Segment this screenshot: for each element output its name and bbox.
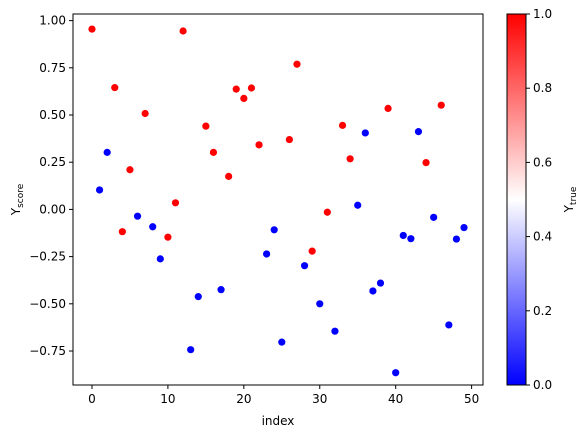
data-point-48 — [452, 235, 461, 243]
data-point-39 — [384, 104, 392, 112]
data-point-8 — [149, 223, 157, 231]
data-point-4 — [118, 228, 126, 236]
data-point-17 — [217, 286, 225, 294]
y-tick-label-7: 1.00 — [39, 14, 66, 28]
colorbar-tick-label-4: 0.8 — [533, 81, 552, 95]
x-tick-label-10: 10 — [160, 392, 175, 406]
data-point-1 — [95, 186, 104, 194]
data-point-42 — [407, 235, 415, 243]
plot-frame — [72, 13, 484, 386]
x-tick-label-40: 40 — [388, 392, 403, 406]
y-axis-label-subscript: score — [16, 183, 26, 208]
x-axis-label: index — [262, 414, 295, 428]
data-point-33 — [338, 121, 347, 129]
x-tick-label-20: 20 — [236, 392, 251, 406]
y-tick-label-0: −0.75 — [29, 344, 66, 358]
data-point-29 — [308, 247, 316, 255]
data-point-13 — [187, 346, 195, 354]
data-point-36 — [361, 129, 369, 137]
data-point-3 — [111, 84, 119, 92]
data-point-15 — [202, 122, 210, 130]
data-point-23 — [263, 250, 271, 258]
data-point-40 — [392, 369, 400, 377]
data-point-10 — [164, 233, 172, 241]
colorbar-tick-label-1: 0.2 — [533, 304, 552, 318]
data-point-12 — [179, 27, 187, 35]
colorbar-label-subscript: true — [569, 186, 579, 205]
y-axis: −0.75 −0.50 −0.25 0.00 0.25 0.50 0.75 1.00 — [29, 14, 73, 358]
y-tick-label-5: 0.50 — [39, 108, 66, 122]
data-point-34 — [346, 155, 354, 163]
data-point-32 — [331, 327, 339, 335]
data-point-46 — [437, 101, 445, 109]
data-point-18 — [225, 172, 233, 180]
y-tick-label-3: 0.00 — [39, 202, 66, 216]
data-point-49 — [460, 223, 468, 232]
data-point-27 — [293, 60, 301, 68]
data-point-28 — [300, 262, 309, 270]
data-point-44 — [422, 158, 430, 167]
colorbar-gradient — [506, 13, 527, 386]
colorbar-label: Ytrue — [562, 186, 579, 213]
data-point-47 — [445, 321, 453, 329]
colorbar-ticks: 0.0 0.2 0.4 0.6 0.8 1.0 — [526, 7, 552, 392]
plot-area — [72, 13, 484, 386]
x-tick-label-0: 0 — [88, 392, 96, 406]
x-tick-label-30: 30 — [312, 392, 327, 406]
data-point-43 — [414, 128, 423, 136]
data-point-2 — [103, 148, 111, 156]
y-axis-label: Yscore — [9, 183, 26, 216]
x-tick-label-50: 50 — [464, 392, 479, 406]
colorbar-tick-label-0: 0.0 — [533, 378, 552, 392]
data-point-14 — [194, 293, 202, 301]
data-point-19 — [232, 85, 240, 93]
data-point-24 — [270, 226, 278, 234]
data-point-6 — [133, 212, 142, 220]
y-tick-label-2: −0.25 — [29, 250, 66, 264]
data-points — [88, 25, 468, 377]
data-point-37 — [369, 287, 377, 295]
data-point-21 — [247, 84, 256, 92]
data-point-16 — [209, 148, 218, 156]
data-point-38 — [376, 279, 385, 287]
data-point-26 — [285, 135, 293, 144]
colorbar-tick-label-5: 1.0 — [533, 7, 552, 21]
y-axis-label-main: Y — [9, 207, 23, 216]
data-point-7 — [141, 109, 149, 118]
data-point-9 — [156, 255, 164, 263]
data-point-11 — [171, 199, 180, 207]
colorbar: 0.0 0.2 0.4 0.6 0.8 1.0 Ytrue — [506, 7, 579, 392]
colorbar-tick-label-2: 0.4 — [533, 230, 552, 244]
data-point-45 — [430, 213, 438, 221]
data-point-20 — [240, 94, 248, 102]
y-tick-label-4: 0.25 — [39, 155, 66, 169]
colorbar-tick-label-3: 0.6 — [533, 155, 552, 169]
data-point-22 — [255, 141, 263, 149]
data-point-30 — [316, 300, 324, 308]
data-point-35 — [354, 201, 362, 209]
data-point-31 — [323, 208, 331, 216]
colorbar-label-main: Y — [562, 204, 576, 213]
data-point-41 — [399, 231, 407, 240]
x-axis: 0 10 20 30 40 50 — [88, 385, 479, 406]
y-tick-label-1: −0.50 — [29, 297, 66, 311]
data-point-0 — [88, 25, 96, 33]
data-point-5 — [126, 166, 134, 174]
data-point-25 — [278, 338, 286, 346]
plot-background — [73, 14, 483, 385]
y-tick-label-6: 0.75 — [39, 61, 66, 75]
